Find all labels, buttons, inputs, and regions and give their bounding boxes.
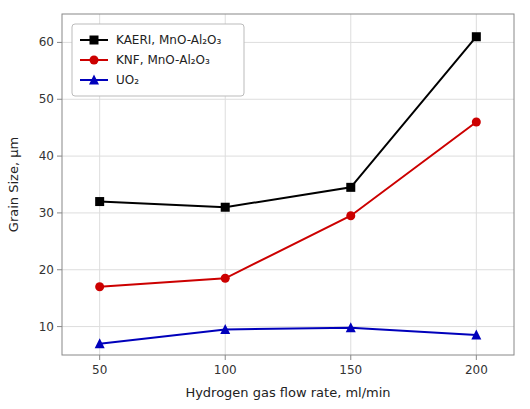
tick-label: 40 xyxy=(39,149,54,163)
tick-label: 20 xyxy=(39,263,54,277)
plot-frame xyxy=(62,14,514,355)
tick xyxy=(350,355,351,360)
series xyxy=(95,117,481,291)
legend-marker xyxy=(90,56,99,65)
series xyxy=(95,32,481,212)
tick-label: 10 xyxy=(39,320,54,334)
point xyxy=(221,203,230,212)
tick xyxy=(57,156,62,157)
grid-line xyxy=(62,156,514,157)
tick-label: 200 xyxy=(465,363,488,377)
tick-label: 30 xyxy=(39,206,54,220)
tick xyxy=(57,99,62,100)
grid-line xyxy=(62,99,514,100)
legend-box xyxy=(72,24,244,96)
point xyxy=(220,324,230,334)
point xyxy=(95,197,104,206)
point xyxy=(346,322,356,332)
grid-line xyxy=(62,212,514,213)
tick-label: 150 xyxy=(339,363,362,377)
tick xyxy=(57,42,62,43)
tick xyxy=(225,355,226,360)
point xyxy=(471,330,481,340)
grid-line xyxy=(62,326,514,327)
legend: KAERI, MnO-Al₂O₃ KNF, MnO-Al₂O₃ UO₂ xyxy=(72,24,244,96)
tick xyxy=(57,269,62,270)
legend-label: KAERI, MnO-Al₂O₃ xyxy=(116,33,222,47)
point xyxy=(472,117,481,126)
tick xyxy=(476,355,477,360)
legend-marker xyxy=(89,75,99,85)
tick xyxy=(99,355,100,360)
point xyxy=(95,282,104,291)
tick xyxy=(57,326,62,327)
line xyxy=(100,37,477,208)
point xyxy=(472,32,481,41)
series xyxy=(95,322,482,348)
tick-label: 100 xyxy=(214,363,237,377)
point xyxy=(95,338,105,348)
grid-line xyxy=(62,269,514,270)
line xyxy=(100,328,477,344)
tick-label: 60 xyxy=(39,35,54,49)
grid-line xyxy=(476,14,477,355)
tick-label: 50 xyxy=(92,363,107,377)
tick-label: 50 xyxy=(39,92,54,106)
y-axis-label: Grain Size, μm xyxy=(6,137,21,232)
x-axis-label: Hydrogen gas flow rate, ml/min xyxy=(185,385,390,400)
legend-label: KNF, MnO-Al₂O₃ xyxy=(116,53,210,67)
grid xyxy=(62,14,514,355)
legend-marker xyxy=(90,36,99,45)
legend-label: UO₂ xyxy=(116,73,139,87)
line xyxy=(100,122,477,287)
point xyxy=(346,183,355,192)
point xyxy=(221,274,230,283)
point xyxy=(346,211,355,220)
tick xyxy=(57,212,62,213)
chart: 10 20 30 40 50 60 50 100 150 200 Hydrogen gas flow… xyxy=(0,0,530,409)
